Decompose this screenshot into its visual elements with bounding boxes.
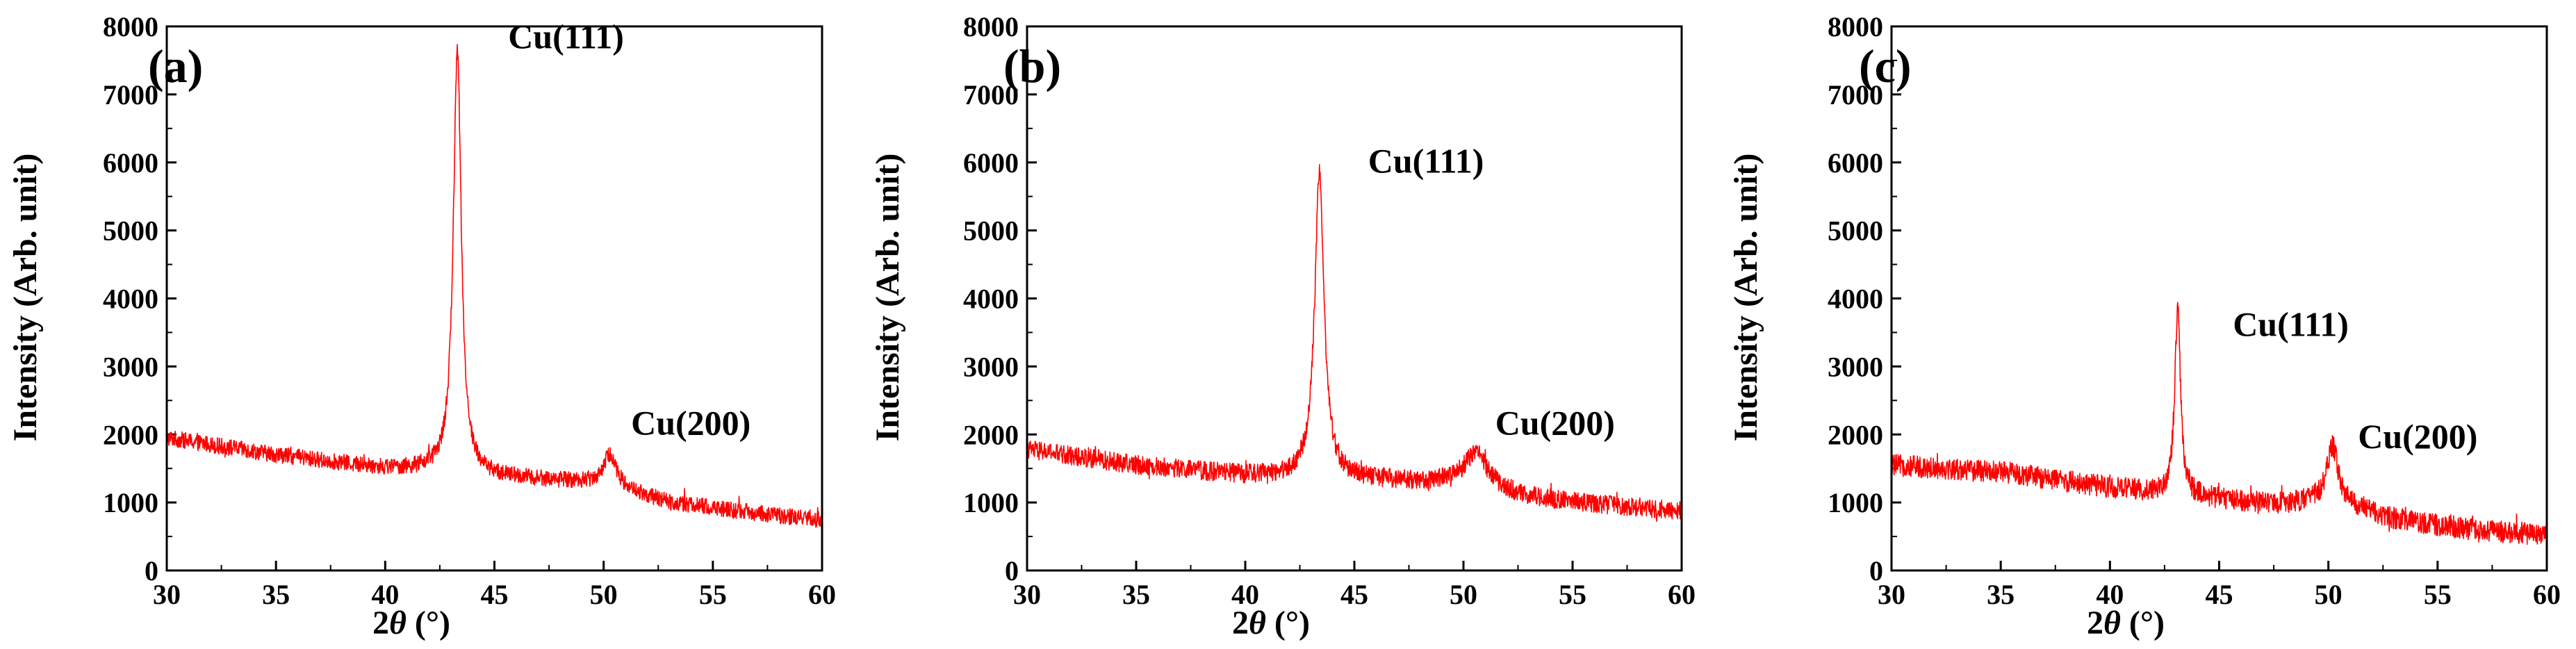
y-tick-label: 5000 (1828, 215, 1883, 247)
xrd-series-line (1026, 164, 1682, 523)
x-tick-label: 45 (1340, 579, 1368, 610)
x-tick-label: 50 (590, 579, 618, 610)
y-tick-label: 8000 (103, 11, 158, 42)
panel-label: (c) (1859, 40, 1911, 92)
chart-panel-b: (b) Intensity (Arb. unit) 2θ (°) 30 35 40 4… (869, 11, 1696, 641)
x-tick-label: 45 (481, 579, 509, 610)
x-tick-label: 35 (262, 579, 290, 610)
x-tick-label: 50 (2315, 579, 2343, 610)
y-tick-label: 4000 (103, 284, 158, 315)
peak-label-cu200: Cu(200) (2358, 417, 2477, 456)
peak-label-cu111: Cu(111) (508, 17, 624, 56)
y-tick-label: 5000 (963, 215, 1019, 247)
plot-frame (1890, 25, 2548, 572)
x-tick-label: 55 (699, 579, 727, 610)
x-tick-label: 35 (1122, 579, 1150, 610)
x-tick-label: 40 (2096, 579, 2124, 610)
x-axis-title: 2θ (°) (372, 605, 450, 641)
xrd-series-line (1891, 302, 2548, 545)
y-axis-title: Intensity (Arb. unit) (869, 154, 906, 442)
y-tick-label: 8000 (963, 11, 1019, 42)
y-tick-label: 0 (1005, 555, 1019, 586)
y-tick-label: 1000 (963, 487, 1019, 518)
y-tick-label: 1000 (103, 487, 158, 518)
peak-label-cu111: Cu(111) (1368, 141, 1484, 180)
y-axis-title: Intensity (Arb. unit) (1728, 154, 1764, 442)
y-tick-label: 6000 (963, 147, 1019, 179)
x-tick-label: 30 (1878, 579, 1905, 610)
y-tick-label: 0 (145, 555, 158, 586)
plot-area: 30 35 40 45 50 55 60 0 1000 2000 3000 4000 5000 6000 7… (103, 11, 836, 610)
x-tick-label: 55 (1559, 579, 1586, 610)
x-tick-label: 35 (1987, 579, 2015, 610)
plot-frame (1026, 25, 1683, 572)
plot-area: 30 35 40 45 50 55 60 0 1000 2000 3000 4000 5000 6000 7… (963, 11, 1696, 610)
chart-panel-a: (a) Intensity (Arb. unit) 2θ (°) 30 35 40 4… (7, 11, 836, 641)
xrd-series-line (166, 44, 823, 528)
peak-label-cu111: Cu(111) (2233, 304, 2349, 343)
x-tick-label: 60 (1668, 579, 1696, 610)
x-tick-label: 50 (1450, 579, 1477, 610)
plot-area: 30 35 40 45 50 55 60 0 1000 2000 3000 4000 5000 6000 7… (1828, 11, 2561, 610)
x-axis-title: 2θ (°) (2087, 605, 2165, 641)
y-tick-label: 7000 (963, 79, 1019, 110)
y-tick-label: 6000 (103, 147, 158, 179)
x-tick-label: 60 (808, 579, 836, 610)
x-tick-label: 45 (2206, 579, 2233, 610)
y-tick-label: 2000 (103, 419, 158, 450)
x-tick-label: 40 (1231, 579, 1259, 610)
panel-label: (b) (1003, 40, 1061, 92)
peak-label-cu200: Cu(200) (631, 403, 750, 442)
y-axis-title: Intensity (Arb. unit) (7, 154, 44, 442)
plot-frame (165, 25, 823, 572)
y-tick-label: 5000 (103, 215, 158, 247)
y-tick-label: 3000 (103, 351, 158, 382)
y-tick-label: 7000 (1828, 79, 1883, 110)
y-tick-label: 3000 (1828, 351, 1883, 382)
x-axis-title: 2θ (°) (1232, 605, 1310, 641)
y-tick-label: 4000 (1828, 284, 1883, 315)
x-tick-label: 30 (1013, 579, 1041, 610)
peak-label-cu200: Cu(200) (1495, 403, 1615, 442)
y-tick-label: 3000 (963, 351, 1019, 382)
x-tick-label: 40 (371, 579, 399, 610)
y-tick-label: 2000 (963, 419, 1019, 450)
y-tick-label: 4000 (963, 284, 1019, 315)
y-tick-label: 8000 (1828, 11, 1883, 42)
chart-panel-c: (c) Intensity (Arb. unit) 2θ (°) 30 35 40 4… (1728, 11, 2561, 641)
panel-label: (a) (148, 40, 203, 92)
x-tick-label: 60 (2533, 579, 2561, 610)
y-tick-label: 6000 (1828, 147, 1883, 179)
x-tick-label: 55 (2424, 579, 2452, 610)
x-tick-label: 30 (153, 579, 181, 610)
y-tick-label: 0 (1869, 555, 1883, 586)
y-tick-label: 7000 (103, 79, 158, 110)
y-tick-label: 2000 (1828, 419, 1883, 450)
y-tick-label: 1000 (1828, 487, 1883, 518)
